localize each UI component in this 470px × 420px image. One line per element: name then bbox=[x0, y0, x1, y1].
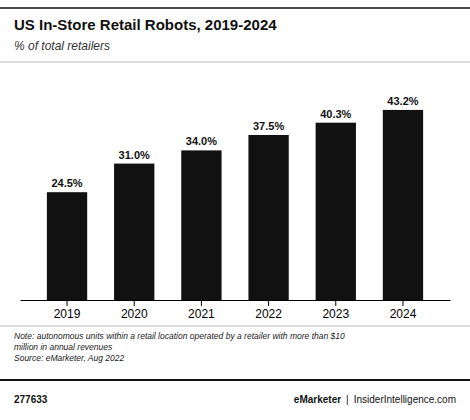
x-tick-mark bbox=[268, 300, 269, 306]
data-label: 40.3% bbox=[320, 108, 351, 120]
x-tick: 2024 bbox=[390, 300, 417, 321]
data-label: 24.5% bbox=[51, 177, 82, 189]
bar bbox=[316, 123, 356, 300]
data-label: 37.5% bbox=[253, 120, 284, 132]
x-tick: 2022 bbox=[255, 300, 282, 321]
x-tick-mark bbox=[134, 300, 135, 306]
x-tick: 2019 bbox=[54, 300, 81, 321]
bar bbox=[114, 164, 154, 300]
data-label: 34.0% bbox=[186, 135, 217, 147]
data-label: 43.2% bbox=[387, 95, 418, 107]
note: million in annual revenues bbox=[14, 342, 113, 352]
bar bbox=[47, 192, 87, 300]
note: Source: eMarketer, Aug 2022 bbox=[14, 353, 125, 363]
note: Note: autonomous units within a retail l… bbox=[14, 331, 345, 341]
footer-text: | bbox=[346, 394, 349, 405]
x-tick: 2021 bbox=[188, 300, 215, 321]
title: US In-Store Retail Robots, 2019-2024 bbox=[14, 16, 277, 33]
x-axis-line bbox=[21, 300, 451, 301]
footer-text: InsiderIntelligence.com bbox=[354, 394, 456, 405]
subtitle: % of total retailers bbox=[14, 39, 110, 53]
x-tick: 2020 bbox=[121, 300, 148, 321]
bar bbox=[383, 110, 423, 300]
x-tick-label: 2024 bbox=[390, 307, 417, 321]
footer-rule bbox=[0, 379, 470, 381]
data-label: 31.0% bbox=[119, 149, 150, 161]
x-tick-mark bbox=[201, 300, 202, 306]
bars bbox=[47, 110, 423, 300]
x-axis: 2019 2020 2021 2022 2023 2024 bbox=[21, 300, 451, 321]
x-tick-label: 2022 bbox=[255, 307, 282, 321]
x-tick-label: 2023 bbox=[322, 307, 349, 321]
notes-rule bbox=[0, 326, 470, 327]
x-tick: 2023 bbox=[322, 300, 349, 321]
data-labels: 24.5% 31.0% 34.0% 37.5% 40.3% 43.2% bbox=[51, 95, 418, 189]
x-tick-mark bbox=[67, 300, 68, 306]
bar bbox=[181, 150, 221, 300]
chart: US In-Store Retail Robots, 2019-2024 % of… bbox=[0, 0, 470, 420]
x-tick-mark bbox=[335, 300, 336, 306]
x-tick-label: 2021 bbox=[188, 307, 215, 321]
x-tick-label: 2020 bbox=[121, 307, 148, 321]
footer-text: 277633 bbox=[14, 394, 48, 405]
subtitle-rule bbox=[0, 62, 470, 63]
footer-text: eMarketer bbox=[294, 394, 341, 405]
top-rule bbox=[0, 7, 470, 9]
x-tick-mark bbox=[402, 300, 403, 306]
x-tick-label: 2019 bbox=[54, 307, 81, 321]
bar bbox=[248, 135, 288, 300]
